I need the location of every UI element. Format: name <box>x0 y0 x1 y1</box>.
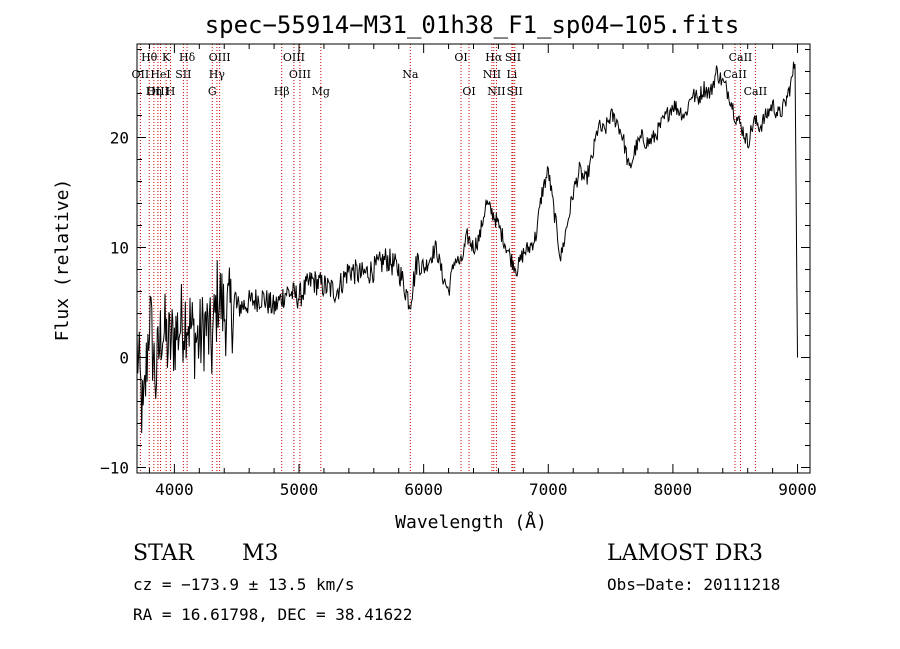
x-axis-label: Wavelength (Å) <box>395 511 547 533</box>
star-subclass: M3 <box>242 541 279 566</box>
line-label: Na <box>402 68 419 81</box>
x-tick-label: 5000 <box>280 480 319 499</box>
line-label: HeI <box>150 68 170 81</box>
line-label: SII <box>505 51 521 64</box>
chart-title: spec−55914−M31_01h38_F1_sp04−105.fits <box>205 11 740 39</box>
survey-label: LAMOST DR3 <box>607 541 763 566</box>
line-label: CaII <box>744 85 768 98</box>
y-tick-label: 10 <box>110 239 129 258</box>
line-label: SII <box>175 68 191 81</box>
line-label: OI <box>454 51 467 64</box>
redshift-cz: cz = −173.9 ± 13.5 km/s <box>133 575 355 594</box>
line-label: OIII <box>209 51 231 64</box>
line-label: OIII <box>147 85 169 98</box>
line-label: Hγ <box>209 68 226 81</box>
line-label: OII <box>132 68 150 81</box>
line-label: NII <box>483 68 501 81</box>
x-tick-label: 7000 <box>529 480 568 499</box>
star-class: STAR <box>133 541 195 566</box>
line-label: K <box>162 51 171 64</box>
line-label: Hα <box>485 51 503 64</box>
line-label: SII <box>507 85 523 98</box>
x-tick-label: 4000 <box>155 480 194 499</box>
x-tick-label: 8000 <box>654 480 693 499</box>
line-label: NII <box>487 85 505 98</box>
spectrum-series-line <box>136 61 798 434</box>
line-label: OI <box>462 85 475 98</box>
line-label: OIII <box>289 68 311 81</box>
y-tick-label: −10 <box>100 459 129 478</box>
axis-ticks: 4000 5000 6000 7000 8000 9000 −10 0 10 20 <box>100 44 817 499</box>
line-label: Hβ <box>274 85 290 98</box>
y-axis-label: Flux (relative) <box>52 179 73 342</box>
observation-date: Obs−Date: 20111218 <box>607 575 780 594</box>
line-markers <box>139 44 756 473</box>
line-label: H <box>166 85 176 98</box>
line-label: OIII <box>283 51 305 64</box>
y-tick-label: 20 <box>110 129 129 148</box>
plot-frame <box>136 43 811 474</box>
line-label: Hη <box>146 85 162 98</box>
line-label: Mg <box>312 85 330 98</box>
line-label: Hθ <box>141 51 158 64</box>
line-label: CaII <box>723 68 747 81</box>
line-label: Hδ <box>179 51 196 64</box>
coordinates: RA = 16.61798, DEC = 38.41622 <box>133 605 412 624</box>
line-label: CaII <box>729 51 753 64</box>
line-label: Li <box>506 68 517 81</box>
x-tick-label: 6000 <box>404 480 443 499</box>
x-tick-label: 9000 <box>778 480 817 499</box>
y-tick-label: 0 <box>119 349 129 368</box>
line-label: G <box>208 85 217 98</box>
